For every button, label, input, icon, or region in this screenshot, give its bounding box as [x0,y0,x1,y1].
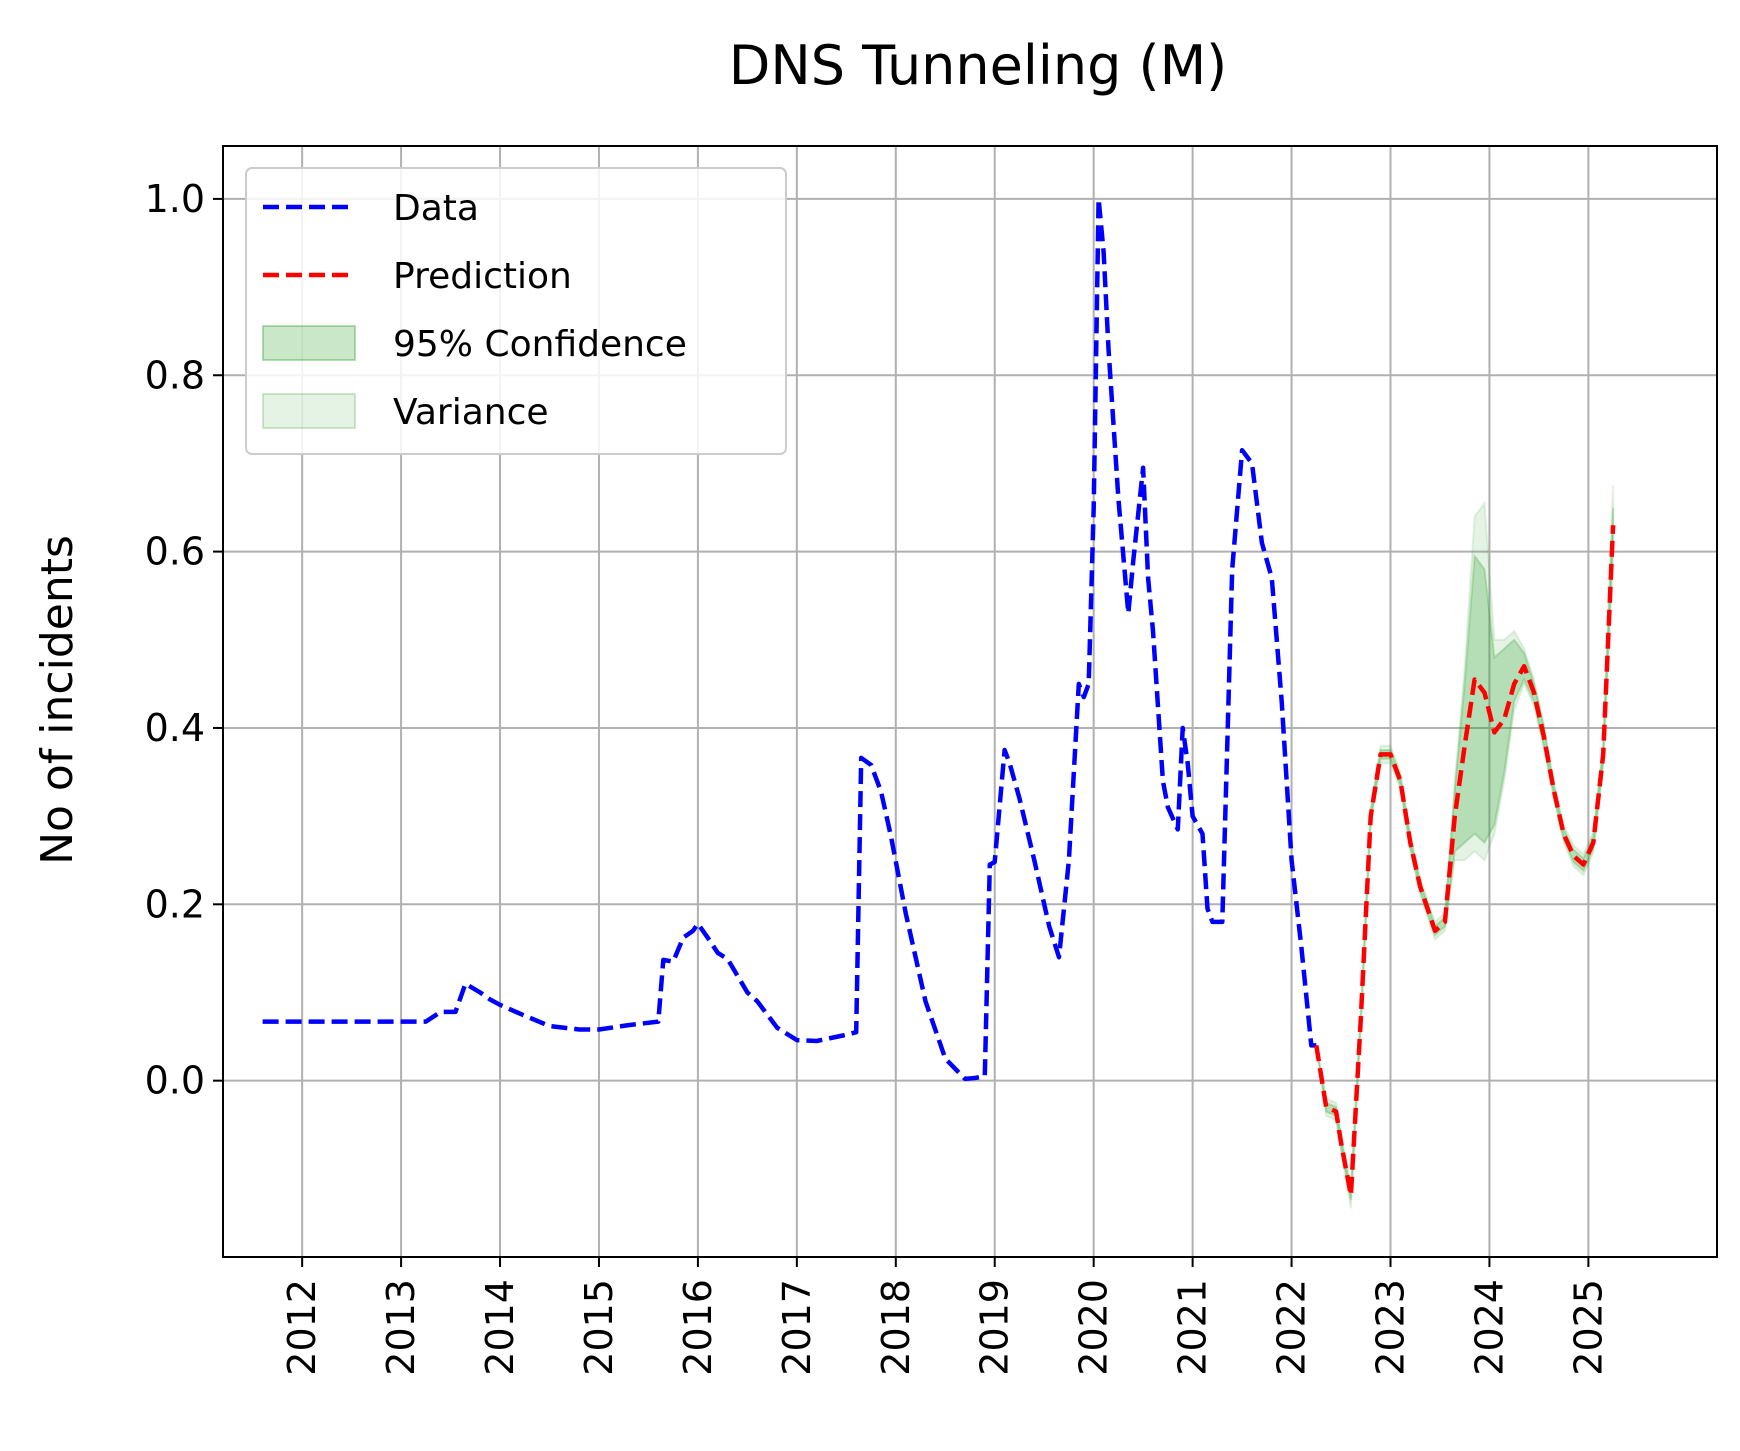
legend-box [245,167,787,455]
x-tick-label: 2023 [1368,1279,1412,1376]
legend-swatch [262,393,356,429]
y-tick-label: 1.0 [145,177,205,221]
legend: Data Prediction 95% Confidence Variance [245,167,787,455]
y-tick-label: 0.4 [145,706,205,750]
legend-label: 95% Confidence [393,324,687,365]
legend-label: Prediction [393,256,572,297]
y-tick-label: 0.0 [145,1059,205,1103]
x-tick-label: 2019 [973,1279,1017,1376]
data-series-line [262,196,1317,1082]
y-axis-ticks: 0.0 0.2 0.4 0.6 0.8 1.0 [145,177,223,1103]
x-axis-ticks: 2012 2013 2014 2015 2016 2017 2018 2019 2020 2021… [280,1257,1610,1376]
x-tick-label: 2024 [1467,1279,1511,1376]
x-tick-label: 2016 [676,1279,720,1376]
legend-label: Data [393,188,479,229]
y-tick-label: 0.2 [145,882,205,926]
y-axis-label: No of incidents [32,535,83,865]
legend-swatch [262,325,356,361]
x-tick-label: 2013 [379,1279,423,1376]
x-tick-label: 2021 [1171,1279,1215,1376]
x-tick-label: 2015 [577,1279,621,1376]
x-tick-label: 2014 [478,1279,522,1376]
y-tick-label: 0.8 [145,353,205,397]
plot-area-frame [222,145,1718,1258]
prediction-series-line [1314,525,1616,1198]
series-lines [262,196,1616,1198]
grid-lines [223,146,1717,1257]
x-tick-label: 2018 [874,1279,918,1376]
chart-title: DNS Tunneling (M) [729,34,1228,97]
x-tick-label: 2025 [1566,1279,1610,1376]
y-tick-label: 0.6 [145,530,205,574]
x-tick-label: 2017 [775,1279,819,1376]
legend-label: Variance [393,392,549,433]
x-tick-label: 2022 [1270,1279,1314,1376]
x-tick-label: 2012 [280,1279,324,1376]
x-tick-label: 2020 [1072,1279,1116,1376]
